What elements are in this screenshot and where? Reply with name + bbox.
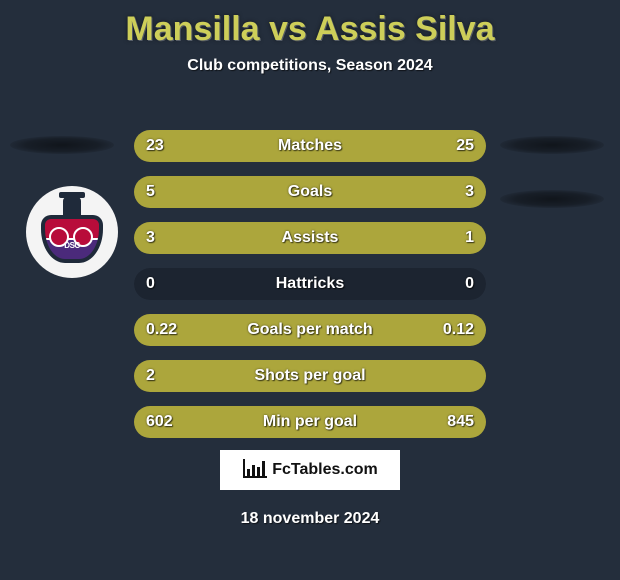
stat-label: Shots per goal <box>134 360 486 392</box>
stat-label: Assists <box>134 222 486 254</box>
footer-date: 18 november 2024 <box>0 510 620 528</box>
chart-icon <box>242 457 268 484</box>
stat-label: Matches <box>134 130 486 162</box>
stat-row: 602845Min per goal <box>134 406 486 438</box>
stat-row: 53Goals <box>134 176 486 208</box>
page-title: Mansilla vs Assis Silva <box>0 10 620 49</box>
stat-label: Goals per match <box>134 314 486 346</box>
footer-logo: FcTables.com <box>220 450 400 490</box>
player-left-club-badge: DSC <box>26 186 118 278</box>
stat-label: Hattricks <box>134 268 486 300</box>
stat-label: Goals <box>134 176 486 208</box>
stat-row: 2Shots per goal <box>134 360 486 392</box>
subtitle: Club competitions, Season 2024 <box>0 57 620 75</box>
footer-logo-text: FcTables.com <box>272 461 378 479</box>
player-left-shadow <box>10 136 114 154</box>
stats-area: 2325Matches 53Goals 31Assists 00Hattricks 0.… <box>134 130 486 452</box>
player-right-shadow <box>500 136 604 154</box>
stat-row: 0.220.12Goals per match <box>134 314 486 346</box>
badge-letters: DSC <box>39 241 105 250</box>
stat-row: 00Hattricks <box>134 268 486 300</box>
stat-row: 31Assists <box>134 222 486 254</box>
stat-row: 2325Matches <box>134 130 486 162</box>
stat-label: Min per goal <box>134 406 486 438</box>
player-right-shadow-2 <box>500 190 604 208</box>
